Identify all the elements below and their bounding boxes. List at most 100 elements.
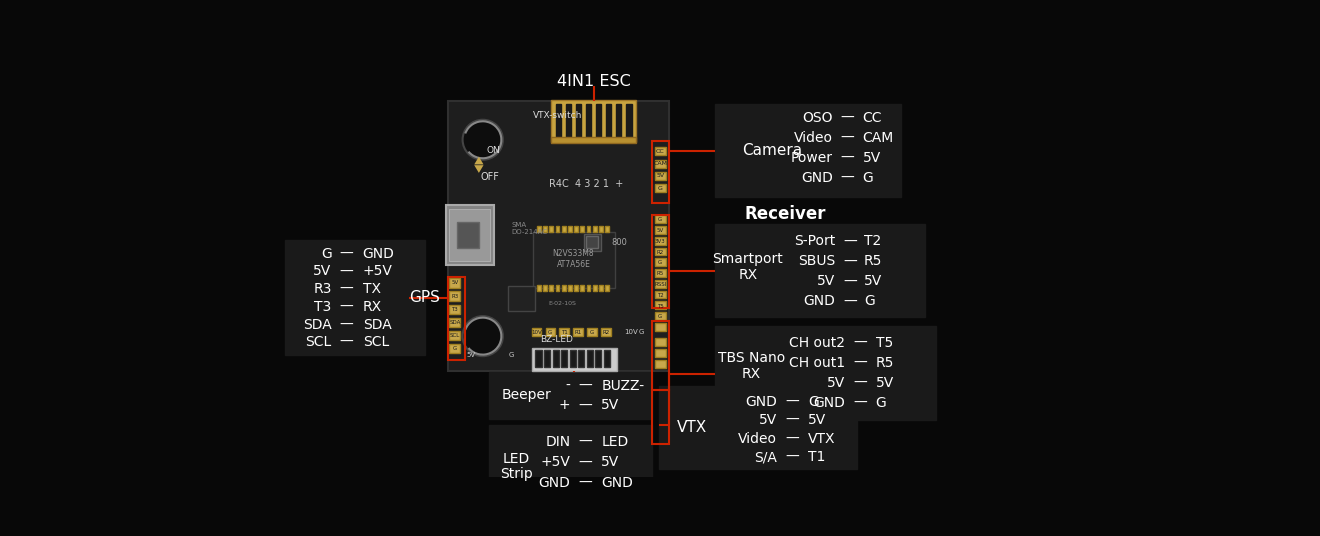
Bar <box>449 344 461 353</box>
Text: G: G <box>659 260 663 265</box>
Text: 5V: 5V <box>862 151 880 165</box>
Bar <box>655 338 665 346</box>
Bar <box>595 350 602 367</box>
Bar <box>553 350 558 367</box>
Text: RX: RX <box>363 300 381 314</box>
Bar <box>593 285 597 291</box>
Bar <box>655 291 665 299</box>
Text: T2: T2 <box>657 293 664 298</box>
Text: RSSI: RSSI <box>653 282 667 287</box>
Text: T3: T3 <box>451 307 458 311</box>
Bar <box>536 350 541 367</box>
Text: 5V: 5V <box>656 228 664 233</box>
Bar <box>544 285 546 291</box>
Text: S/A: S/A <box>754 450 777 464</box>
Bar <box>655 301 665 309</box>
Text: CAM: CAM <box>653 161 667 166</box>
Text: —: — <box>339 317 354 332</box>
Text: —: — <box>339 264 354 278</box>
Text: R4C  4 3 2 1  +: R4C 4 3 2 1 + <box>549 180 623 189</box>
Text: BZ-LED: BZ-LED <box>540 336 573 345</box>
Text: T1: T1 <box>561 330 568 335</box>
Text: TX: TX <box>363 282 380 296</box>
Bar <box>550 137 636 143</box>
Text: R1: R1 <box>574 330 582 335</box>
Bar <box>606 105 611 137</box>
Bar <box>549 226 553 232</box>
Text: 3V3: 3V3 <box>655 239 665 244</box>
Text: 5V: 5V <box>828 376 845 390</box>
Text: DIN: DIN <box>545 435 570 449</box>
Bar <box>581 226 585 232</box>
Text: G: G <box>639 329 644 336</box>
Text: 5V: 5V <box>817 274 836 288</box>
Bar <box>603 350 610 367</box>
Bar <box>586 350 593 367</box>
Text: LED: LED <box>602 435 628 449</box>
Text: SDA: SDA <box>302 317 331 332</box>
Text: —: — <box>578 435 591 449</box>
Text: R5: R5 <box>865 255 883 269</box>
Text: RX: RX <box>738 267 758 281</box>
Text: G: G <box>321 247 331 260</box>
Text: —: — <box>853 376 867 390</box>
Bar <box>655 184 665 192</box>
Text: R2: R2 <box>602 330 610 335</box>
Bar <box>652 321 669 390</box>
Text: —: — <box>841 131 854 145</box>
Text: TBS Nano: TBS Nano <box>718 352 785 366</box>
Text: R3: R3 <box>451 294 458 299</box>
Text: GND: GND <box>602 476 634 490</box>
Bar <box>573 329 582 336</box>
Bar <box>574 226 578 232</box>
Bar <box>566 105 572 137</box>
Text: 5V: 5V <box>656 174 664 178</box>
Text: T5: T5 <box>657 303 664 309</box>
Bar <box>655 280 665 288</box>
Bar <box>587 329 597 336</box>
Bar <box>532 329 541 336</box>
Bar <box>655 147 665 155</box>
Bar <box>550 100 636 142</box>
Bar <box>652 390 669 444</box>
Text: G: G <box>659 218 663 222</box>
Text: 5V: 5V <box>875 376 894 390</box>
Bar <box>544 226 546 232</box>
Text: —: — <box>578 456 591 470</box>
Bar <box>616 105 622 137</box>
Bar <box>449 209 490 262</box>
Bar <box>449 278 461 288</box>
Bar <box>715 326 936 420</box>
Text: —: — <box>853 396 867 410</box>
Bar <box>537 285 541 291</box>
Bar <box>549 285 553 291</box>
Text: —: — <box>785 413 799 427</box>
Bar <box>556 105 561 137</box>
Bar <box>599 285 603 291</box>
Bar <box>715 105 902 197</box>
Bar <box>605 285 609 291</box>
Bar <box>586 285 590 291</box>
Text: GPS: GPS <box>409 290 440 305</box>
Bar <box>449 318 461 327</box>
Text: 10V: 10V <box>624 329 638 336</box>
Text: R2: R2 <box>656 250 664 255</box>
Bar <box>655 248 665 255</box>
Text: Beeper: Beeper <box>502 389 550 403</box>
Text: R5: R5 <box>656 271 664 276</box>
Text: GND: GND <box>363 247 395 260</box>
Bar <box>655 258 665 266</box>
Bar <box>655 237 665 244</box>
Text: 10V: 10V <box>531 330 541 335</box>
Bar <box>533 232 615 288</box>
Bar <box>488 373 652 419</box>
Text: —: — <box>578 398 591 412</box>
Text: 5V: 5V <box>466 352 475 359</box>
Text: T2: T2 <box>865 234 882 248</box>
Text: —: — <box>785 431 799 445</box>
Text: S-Port: S-Port <box>795 234 836 248</box>
Bar <box>593 226 597 232</box>
Bar <box>568 285 572 291</box>
Text: G: G <box>808 394 818 408</box>
Text: Video: Video <box>795 131 833 145</box>
